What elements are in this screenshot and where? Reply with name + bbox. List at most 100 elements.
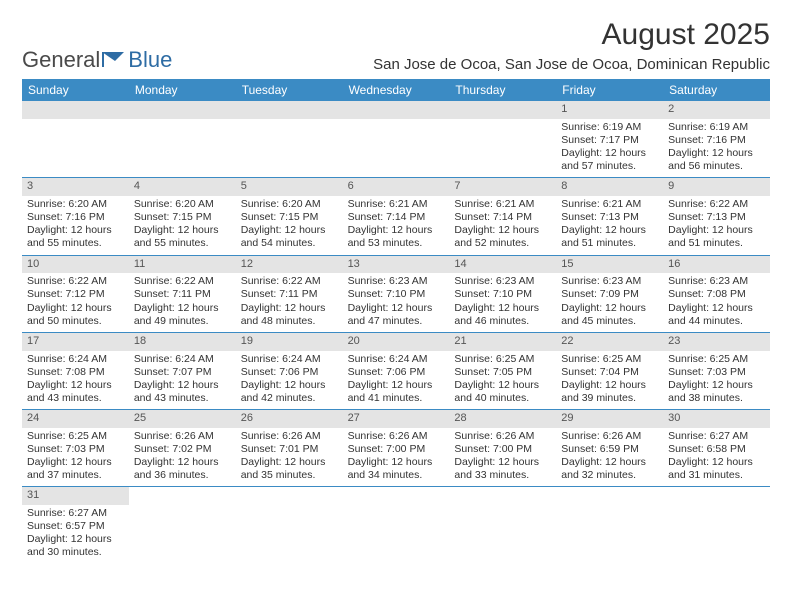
daylight-text: Daylight: 12 hours and 51 minutes. (561, 224, 658, 250)
sunrise-text: Sunrise: 6:24 AM (27, 353, 124, 366)
sunrise-text: Sunrise: 6:22 AM (241, 275, 338, 288)
daylight-text: Daylight: 12 hours and 47 minutes. (348, 302, 445, 328)
day-number: 11 (129, 256, 236, 274)
calendar-empty-cell (343, 487, 450, 563)
daylight-text: Daylight: 12 hours and 56 minutes. (668, 147, 765, 173)
sunrise-text: Sunrise: 6:27 AM (668, 430, 765, 443)
sunrise-text: Sunrise: 6:26 AM (134, 430, 231, 443)
logo-flag-icon (102, 47, 128, 73)
calendar-day: 24Sunrise: 6:25 AMSunset: 7:03 PMDayligh… (22, 410, 129, 487)
title-block: August 2025 San Jose de Ocoa, San Jose d… (373, 18, 770, 73)
sunrise-text: Sunrise: 6:19 AM (561, 121, 658, 134)
day-number: 16 (663, 256, 770, 274)
daylight-text: Daylight: 12 hours and 46 minutes. (454, 302, 551, 328)
daylight-text: Daylight: 12 hours and 42 minutes. (241, 379, 338, 405)
calendar-day: 15Sunrise: 6:23 AMSunset: 7:09 PMDayligh… (556, 256, 663, 333)
day-content: Sunrise: 6:26 AMSunset: 6:59 PMDaylight:… (556, 428, 663, 487)
day-content: Sunrise: 6:20 AMSunset: 7:15 PMDaylight:… (236, 196, 343, 255)
sunrise-text: Sunrise: 6:24 AM (134, 353, 231, 366)
sunrise-text: Sunrise: 6:20 AM (241, 198, 338, 211)
sunset-text: Sunset: 7:10 PM (348, 288, 445, 301)
calendar-day: 8Sunrise: 6:21 AMSunset: 7:13 PMDaylight… (556, 178, 663, 255)
daylight-text: Daylight: 12 hours and 45 minutes. (561, 302, 658, 328)
day-number: 30 (663, 410, 770, 428)
daylight-text: Daylight: 12 hours and 31 minutes. (668, 456, 765, 482)
day-number: 18 (129, 333, 236, 351)
day-content: Sunrise: 6:21 AMSunset: 7:14 PMDaylight:… (343, 196, 450, 255)
sunset-text: Sunset: 7:17 PM (561, 134, 658, 147)
sunrise-text: Sunrise: 6:25 AM (668, 353, 765, 366)
day-content: Sunrise: 6:22 AMSunset: 7:13 PMDaylight:… (663, 196, 770, 255)
sunrise-text: Sunrise: 6:20 AM (134, 198, 231, 211)
day-content: Sunrise: 6:25 AMSunset: 7:03 PMDaylight:… (663, 351, 770, 410)
daylight-text: Daylight: 12 hours and 36 minutes. (134, 456, 231, 482)
sunset-text: Sunset: 7:02 PM (134, 443, 231, 456)
calendar-empty-cell (556, 487, 663, 563)
sunset-text: Sunset: 6:58 PM (668, 443, 765, 456)
sunrise-text: Sunrise: 6:21 AM (348, 198, 445, 211)
calendar-row: 31Sunrise: 6:27 AMSunset: 6:57 PMDayligh… (22, 487, 770, 563)
calendar-day: 10Sunrise: 6:22 AMSunset: 7:12 PMDayligh… (22, 256, 129, 333)
weekday-sun: Sunday (22, 79, 129, 101)
daylight-text: Daylight: 12 hours and 50 minutes. (27, 302, 124, 328)
calendar-body: 1 Sunrise: 6:19 AMSunset: 7:17 PM Daylight… (22, 101, 770, 564)
calendar-day: 14Sunrise: 6:23 AMSunset: 7:10 PMDayligh… (449, 256, 556, 333)
calendar-empty-cell (449, 487, 556, 563)
sunrise-text: Sunrise: 6:21 AM (454, 198, 551, 211)
sunrise-text: Sunrise: 6:23 AM (561, 275, 658, 288)
daylight-text: Daylight: 12 hours and 54 minutes. (241, 224, 338, 250)
day-content: Sunrise: 6:27 AMSunset: 6:58 PMDaylight:… (663, 428, 770, 487)
sunrise-text: Sunrise: 6:25 AM (454, 353, 551, 366)
day-number: 28 (449, 410, 556, 428)
sunrise-text: Sunrise: 6:20 AM (27, 198, 124, 211)
daylight-text: Daylight: 12 hours and 48 minutes. (241, 302, 338, 328)
calendar-empty-cell (343, 101, 450, 178)
day-content: Sunrise: 6:21 AMSunset: 7:14 PMDaylight:… (449, 196, 556, 255)
calendar-day: 22Sunrise: 6:25 AMSunset: 7:04 PMDayligh… (556, 333, 663, 410)
day-content: Sunrise: 6:22 AMSunset: 7:12 PMDaylight:… (22, 273, 129, 332)
month-title: August 2025 (373, 18, 770, 52)
calendar-day: 19Sunrise: 6:24 AMSunset: 7:06 PMDayligh… (236, 333, 343, 410)
day-number: 3 (22, 178, 129, 196)
day-number: 4 (129, 178, 236, 196)
daylight-text: Daylight: 12 hours and 34 minutes. (348, 456, 445, 482)
day-content: Sunrise: 6:23 AMSunset: 7:09 PMDaylight:… (556, 273, 663, 332)
sunrise-text: Sunrise: 6:27 AM (27, 507, 124, 520)
daylight-text: Daylight: 12 hours and 55 minutes. (134, 224, 231, 250)
calendar-day: 7Sunrise: 6:21 AMSunset: 7:14 PMDaylight… (449, 178, 556, 255)
daylight-text: Daylight: 12 hours and 35 minutes. (241, 456, 338, 482)
calendar-day: 5Sunrise: 6:20 AMSunset: 7:15 PMDaylight… (236, 178, 343, 255)
sunrise-text: Sunrise: 6:25 AM (561, 353, 658, 366)
day-number-empty (449, 101, 556, 119)
calendar-empty-cell (663, 487, 770, 563)
day-content: Sunrise: 6:25 AMSunset: 7:05 PMDaylight:… (449, 351, 556, 410)
daylight-text: Daylight: 12 hours and 43 minutes. (27, 379, 124, 405)
day-content: Sunrise: 6:24 AMSunset: 7:07 PMDaylight:… (129, 351, 236, 410)
sunrise-text: Sunrise: 6:26 AM (348, 430, 445, 443)
day-content: Sunrise: 6:25 AMSunset: 7:03 PMDaylight:… (22, 428, 129, 487)
calendar-day: 9Sunrise: 6:22 AMSunset: 7:13 PMDaylight… (663, 178, 770, 255)
sunset-text: Sunset: 7:00 PM (454, 443, 551, 456)
calendar-empty-cell (236, 487, 343, 563)
day-content: Sunrise: 6:20 AMSunset: 7:15 PMDaylight:… (129, 196, 236, 255)
calendar-day: 6Sunrise: 6:21 AMSunset: 7:14 PMDaylight… (343, 178, 450, 255)
day-number: 1 (556, 101, 663, 119)
day-number: 5 (236, 178, 343, 196)
day-number-empty (22, 101, 129, 119)
day-content: Sunrise: 6:22 AMSunset: 7:11 PMDaylight:… (129, 273, 236, 332)
logo-text-2: Blue (128, 47, 172, 73)
day-number: 24 (22, 410, 129, 428)
sunrise-text: Sunrise: 6:23 AM (348, 275, 445, 288)
day-number: 12 (236, 256, 343, 274)
sunset-text: Sunset: 7:15 PM (134, 211, 231, 224)
calendar-day: 12Sunrise: 6:22 AMSunset: 7:11 PMDayligh… (236, 256, 343, 333)
daylight-text: Daylight: 12 hours and 43 minutes. (134, 379, 231, 405)
day-number: 31 (22, 487, 129, 505)
day-number: 8 (556, 178, 663, 196)
calendar-day: 18Sunrise: 6:24 AMSunset: 7:07 PMDayligh… (129, 333, 236, 410)
sunrise-text: Sunrise: 6:26 AM (241, 430, 338, 443)
daylight-text: Daylight: 12 hours and 49 minutes. (134, 302, 231, 328)
sunset-text: Sunset: 7:08 PM (668, 288, 765, 301)
calendar-empty-cell (129, 487, 236, 563)
calendar-day: 28Sunrise: 6:26 AMSunset: 7:00 PMDayligh… (449, 410, 556, 487)
